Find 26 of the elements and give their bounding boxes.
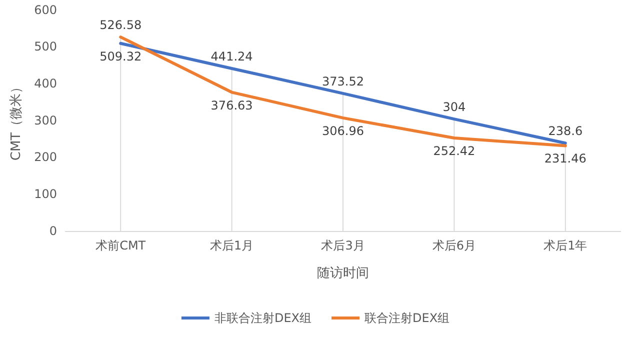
data-label: 304 xyxy=(442,100,466,114)
data-label: 252.42 xyxy=(433,144,476,158)
x-tick-label: 术后1月 xyxy=(210,238,254,253)
legend-label: 联合注射DEX组 xyxy=(364,311,450,325)
y-tick-label: 100 xyxy=(34,187,57,202)
x-tick-label: 术后1年 xyxy=(544,238,588,253)
data-label: 306.96 xyxy=(322,124,364,138)
data-label: 238.6 xyxy=(548,124,583,138)
data-label: 441.24 xyxy=(210,49,253,64)
y-tick-label: 400 xyxy=(34,76,57,91)
y-tick-label: 600 xyxy=(34,2,57,17)
x-tick-label: 术后6月 xyxy=(432,238,476,253)
y-tick-label: 500 xyxy=(34,40,57,54)
data-label: 376.63 xyxy=(210,98,253,112)
y-axis-title: CMT（微米） xyxy=(9,80,24,161)
data-label: 373.52 xyxy=(322,74,364,88)
data-label: 526.58 xyxy=(100,18,142,32)
data-label: 509.32 xyxy=(100,49,142,64)
x-tick-label: 术前CMT xyxy=(96,238,146,253)
legend-label: 非联合注射DEX组 xyxy=(214,311,312,325)
y-tick-label: 200 xyxy=(34,150,57,164)
y-tick-label: 0 xyxy=(49,224,57,238)
x-tick-label: 术后3月 xyxy=(321,238,365,253)
data-label: 231.46 xyxy=(544,152,586,166)
x-axis-title: 随访时间 xyxy=(317,265,369,281)
y-tick-label: 300 xyxy=(34,113,57,128)
